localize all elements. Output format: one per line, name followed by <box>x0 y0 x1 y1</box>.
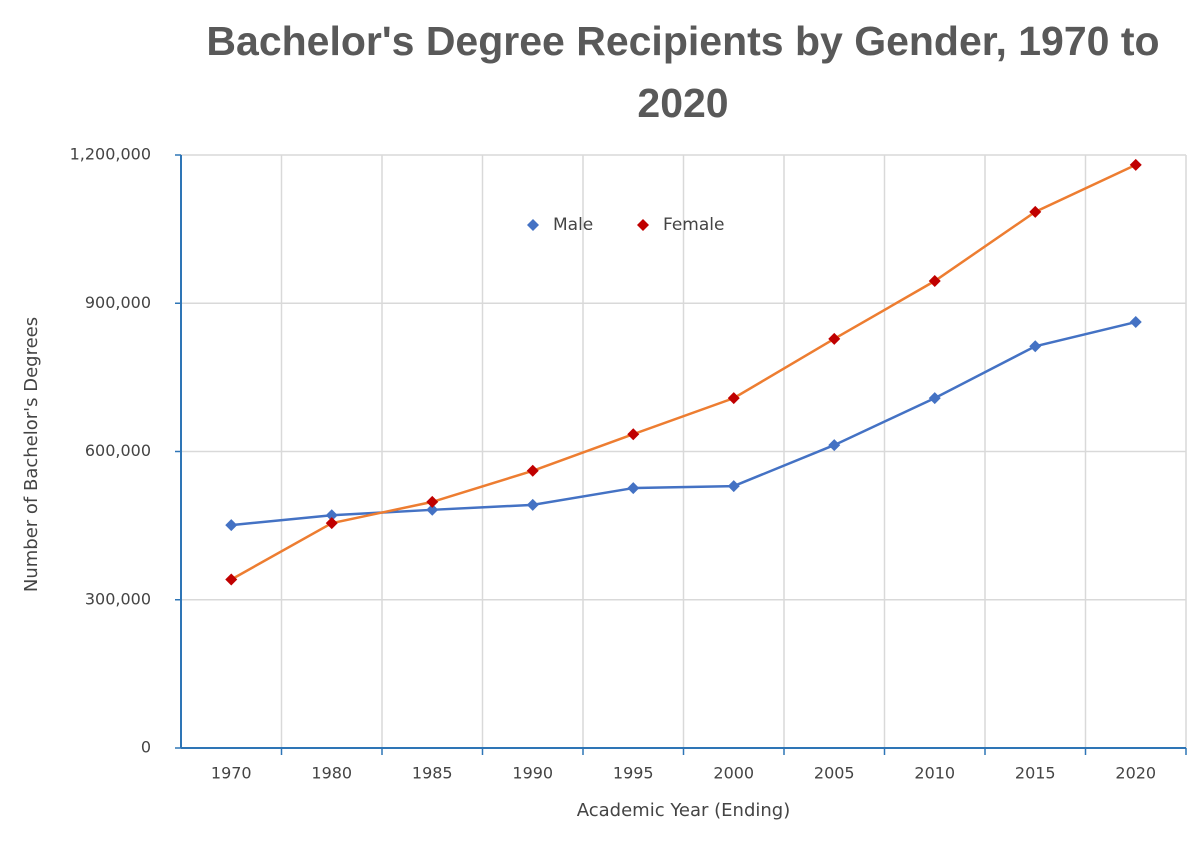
marker <box>928 392 941 405</box>
marker <box>225 573 238 586</box>
marker <box>828 332 841 345</box>
x-tick-label: 1995 <box>613 764 654 783</box>
series-line <box>230 163 1137 581</box>
legend-label: Male <box>553 215 593 235</box>
marker <box>426 503 439 516</box>
y-tick-label: 1,200,000 <box>70 145 151 164</box>
y-tick-label: 600,000 <box>85 441 151 460</box>
marker <box>1129 158 1142 171</box>
x-tick-label: 1980 <box>311 764 352 783</box>
x-tick-label: 2010 <box>914 764 955 783</box>
x-tick-label: 2020 <box>1115 764 1156 783</box>
marker <box>325 509 338 522</box>
x-axis-label: Academic Year (Ending) <box>577 800 791 821</box>
marker <box>526 464 539 477</box>
x-tick-label: 2000 <box>713 764 754 783</box>
marker <box>1029 205 1042 218</box>
x-tick-label: 1970 <box>211 764 252 783</box>
marker <box>1029 340 1042 353</box>
marker <box>426 495 439 508</box>
legend-marker <box>637 219 649 231</box>
y-axis-label: Number of Bachelor's Degrees <box>21 317 42 592</box>
y-tick-label: 900,000 <box>85 293 151 312</box>
marker <box>928 275 941 288</box>
legend-marker <box>527 219 539 231</box>
marker <box>727 392 740 405</box>
chart-title: Bachelor's Degree Recipients by Gender, … <box>206 18 1160 126</box>
marker <box>727 480 740 493</box>
marker <box>225 519 238 532</box>
x-tick-label: 1985 <box>412 764 453 783</box>
x-tick-label: 2005 <box>814 764 855 783</box>
marker <box>627 428 640 441</box>
y-tick-label: 300,000 <box>85 589 151 608</box>
marker <box>828 439 841 452</box>
x-tick-label: 2015 <box>1015 764 1056 783</box>
marker <box>325 517 338 530</box>
marker <box>627 482 640 495</box>
marker <box>1129 316 1142 329</box>
marker <box>526 498 539 511</box>
y-tick-label: 0 <box>141 738 151 757</box>
x-tick-label: 1990 <box>512 764 553 783</box>
legend-label: Female <box>663 215 724 235</box>
